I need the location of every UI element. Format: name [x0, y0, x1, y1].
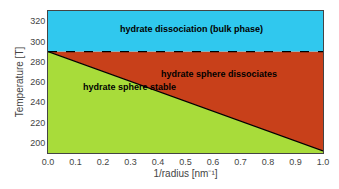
svg-text:0.9: 0.9	[289, 157, 302, 167]
svg-text:hydrate sphere dissociates: hydrate sphere dissociates	[161, 69, 277, 79]
svg-text:0.8: 0.8	[262, 157, 275, 167]
svg-text:0.3: 0.3	[124, 157, 137, 167]
svg-text:260: 260	[30, 77, 45, 87]
svg-text:Temperature [T]: Temperature [T]	[14, 46, 25, 117]
svg-text:0.5: 0.5	[179, 157, 192, 167]
svg-text:220: 220	[30, 118, 45, 128]
svg-text:0.1: 0.1	[69, 157, 82, 167]
svg-text:240: 240	[30, 97, 45, 107]
svg-text:hydrate dissociation (bulk pha: hydrate dissociation (bulk phase)	[120, 24, 263, 34]
svg-text:280: 280	[30, 57, 45, 67]
svg-text:0.7: 0.7	[234, 157, 247, 167]
svg-text:200: 200	[30, 138, 45, 148]
svg-text:hydrate sphere stable: hydrate sphere stable	[83, 82, 176, 92]
svg-text:0.4: 0.4	[152, 157, 165, 167]
svg-text:1/radius [nm⁻¹]: 1/radius [nm⁻¹]	[153, 168, 217, 179]
svg-text:1.0: 1.0	[317, 157, 330, 167]
svg-text:320: 320	[30, 16, 45, 26]
svg-text:0.2: 0.2	[97, 157, 110, 167]
svg-text:300: 300	[30, 37, 45, 47]
svg-text:0.6: 0.6	[207, 157, 220, 167]
svg-text:0.0: 0.0	[42, 157, 55, 167]
